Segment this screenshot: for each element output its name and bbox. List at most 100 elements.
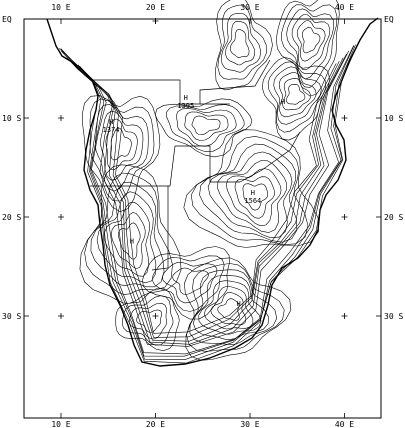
contour-line	[70, 53, 347, 345]
bottom-lon-label: 40 E	[335, 420, 354, 428]
top-lon-label: 40 E	[335, 3, 354, 12]
grid-cross	[58, 214, 64, 220]
map-border	[23, 18, 382, 419]
contour-line	[100, 110, 144, 181]
bottom-lon-label: 10 E	[51, 420, 70, 428]
grid-cross	[58, 115, 64, 121]
contour-line	[166, 104, 245, 152]
grid-crosses	[58, 18, 348, 319]
contour-line	[96, 191, 157, 284]
coastline	[46, 17, 379, 367]
contour-line	[207, 151, 293, 239]
contour-line	[229, 29, 250, 59]
top-lon-label: 10 E	[51, 3, 70, 12]
contour-line	[217, 4, 267, 80]
contour-line	[60, 45, 355, 357]
contour-lines	[58, 0, 359, 364]
high-marker-h: H	[281, 98, 285, 106]
country-boundaries	[90, 59, 301, 271]
contour-line	[74, 57, 344, 342]
high-marker-h: H	[130, 238, 134, 246]
contour-line	[286, 8, 335, 80]
contour-line	[217, 298, 240, 321]
high-marker-h: H	[251, 189, 255, 197]
contour-line	[118, 222, 141, 260]
contour-line	[151, 255, 225, 312]
contour-line	[291, 14, 331, 70]
right-lat-label: EQ	[384, 15, 394, 24]
contour-line	[190, 135, 309, 246]
contour-line	[142, 246, 230, 320]
grid-cross	[152, 313, 159, 319]
contour-line	[267, 61, 326, 133]
contour-line	[89, 98, 155, 202]
left-lat-label: 20 S	[2, 213, 21, 222]
grid-cross	[58, 313, 64, 319]
high-marker-value: 1374	[103, 126, 120, 134]
contour-line	[215, 0, 273, 91]
contour-line	[225, 168, 282, 227]
contour-line	[81, 95, 161, 213]
contour-line	[225, 20, 256, 66]
map-frame	[23, 18, 382, 419]
high-marker-value: 1564	[244, 197, 261, 205]
contour-line	[105, 118, 138, 171]
contour-line	[234, 176, 275, 219]
grid-cross	[341, 115, 348, 121]
left-lat-label: 10 S	[2, 114, 21, 123]
contour-line	[79, 63, 337, 334]
contour-line	[115, 288, 180, 352]
contour-line	[172, 267, 209, 295]
high-marker-h: H	[237, 300, 241, 308]
left-lat-label: EQ	[2, 15, 12, 24]
right-lat-label: 10 S	[384, 114, 403, 123]
contour-line	[281, 4, 338, 88]
high-marker-h: H	[184, 94, 188, 102]
bottom-lon-label: 30 E	[240, 420, 259, 428]
right-lat-label: 30 S	[384, 312, 403, 321]
contour-line	[129, 302, 168, 340]
contour-line	[67, 50, 350, 347]
contour-line	[191, 115, 221, 136]
contour-line	[296, 20, 326, 62]
contour-line	[199, 143, 298, 243]
contour-line	[104, 201, 151, 277]
contour-line	[217, 160, 288, 233]
axis-ticks: 10 E 10 E 20 E 20 E 30 E 30 E 40 E 40 E EQ EQ 10 S…	[2, 3, 403, 428]
contour-line	[84, 172, 173, 295]
high-marker-value: 1395	[177, 102, 194, 110]
high-marker-h: H	[109, 118, 113, 126]
contour-line	[282, 77, 311, 111]
contour-line	[121, 295, 174, 346]
contour-line	[154, 98, 253, 158]
top-lon-label: 30 E	[240, 3, 259, 12]
grid-cross	[341, 214, 348, 220]
left-lat-label: 30 S	[2, 312, 21, 321]
right-lat-label: 20 S	[384, 213, 403, 222]
contour-line	[110, 212, 146, 269]
contour-line	[261, 57, 331, 141]
bottom-lon-label: 20 E	[146, 420, 165, 428]
contour-line	[184, 111, 229, 141]
contour-line	[198, 280, 262, 335]
contour-line	[136, 309, 163, 333]
contour-line	[183, 129, 319, 248]
contour-line	[189, 269, 278, 346]
contour-line	[176, 107, 237, 147]
contour-line	[203, 286, 254, 330]
contour-line	[61, 45, 354, 355]
contour-line	[275, 0, 340, 97]
contour-line	[186, 263, 285, 352]
top-lon-label: 20 E	[146, 3, 165, 12]
contour-line	[192, 275, 269, 340]
grid-cross	[152, 18, 159, 24]
grid-cross	[341, 313, 348, 319]
contour-line	[278, 72, 317, 118]
contour-line	[162, 261, 218, 304]
contour-line	[302, 26, 321, 54]
contour-line	[286, 83, 306, 105]
contour-line	[77, 61, 340, 338]
contour-line	[60, 44, 356, 361]
